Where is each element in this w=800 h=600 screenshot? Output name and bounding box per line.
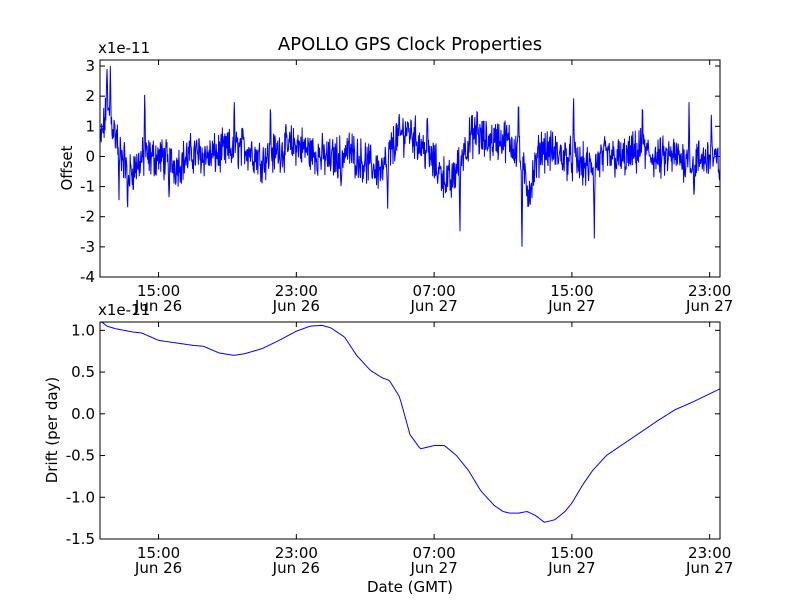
drift-xtick-time-label: 15:00 <box>550 544 593 562</box>
offset-xtick-date-label: Jun 27 <box>409 297 457 315</box>
drift-panel: x1e-11 Drift (per day) -1.5 -1.0 -0.5 0.0 0.… <box>43 301 733 596</box>
drift-xtick-date-label: Jun 27 <box>409 559 457 577</box>
offset-series-group <box>99 66 721 247</box>
drift-plot-frame <box>99 321 721 540</box>
offset-xtick-time-label: 15:00 <box>137 282 180 300</box>
drift-ytick-label: 1.0 <box>71 321 95 339</box>
drift-ytick-label: -1.5 <box>66 530 95 548</box>
drift-series-line <box>100 321 721 523</box>
drift-ytick-label: 0.0 <box>71 405 95 423</box>
offset-ytick-label: 1 <box>85 117 95 135</box>
offset-y-ticks: -4 -3 -2 -1 0 1 2 3 <box>80 57 720 286</box>
offset-ytick-label: -1 <box>80 178 95 196</box>
drift-multiplier: x1e-11 <box>98 301 150 319</box>
offset-ytick-label: 3 <box>85 57 95 75</box>
drift-xtick-time-label: 23:00 <box>688 544 731 562</box>
drift-ytick-label: -1.0 <box>66 488 95 506</box>
offset-plot-frame <box>99 59 721 278</box>
offset-xtick-time-label: 23:00 <box>688 282 731 300</box>
offset-ytick-label: -3 <box>80 238 95 256</box>
drift-xtick-date-label: Jun 26 <box>272 559 320 577</box>
drift-xtick-date-label: Jun 27 <box>547 559 595 577</box>
offset-ytick-label: 0 <box>85 147 95 165</box>
offset-ylabel: Offset <box>58 145 76 190</box>
offset-xtick-date-label: Jun 26 <box>134 297 182 315</box>
drift-ylabel: Drift (per day) <box>43 377 61 484</box>
drift-xlabel: Date (GMT) <box>367 578 453 596</box>
offset-xtick-time-label: 07:00 <box>412 282 455 300</box>
offset-series-line <box>99 66 721 247</box>
drift-xtick-time-label: 15:00 <box>137 544 180 562</box>
drift-y-ticks: -1.5 -1.0 -0.5 0.0 0.5 1.0 <box>66 321 720 548</box>
drift-xtick-date-label: Jun 27 <box>685 559 733 577</box>
chart-title: APOLLO GPS Clock Properties <box>278 34 542 55</box>
offset-ytick-label: 2 <box>85 87 95 105</box>
offset-xtick-date-label: Jun 26 <box>272 297 320 315</box>
drift-series-group <box>100 321 721 523</box>
drift-xtick-time-label: 23:00 <box>275 544 318 562</box>
offset-xtick-time-label: 23:00 <box>275 282 318 300</box>
offset-xtick-date-label: Jun 27 <box>685 297 733 315</box>
offset-ytick-label: -2 <box>80 208 95 226</box>
drift-ytick-label: 0.5 <box>71 363 95 381</box>
offset-xtick-date-label: Jun 27 <box>547 297 595 315</box>
drift-xtick-date-label: Jun 26 <box>134 559 182 577</box>
drift-xtick-time-label: 07:00 <box>412 544 455 562</box>
drift-ytick-label: -0.5 <box>66 447 95 465</box>
offset-xtick-time-label: 15:00 <box>550 282 593 300</box>
offset-multiplier: x1e-11 <box>98 39 150 57</box>
offset-ytick-label: -4 <box>80 268 95 286</box>
